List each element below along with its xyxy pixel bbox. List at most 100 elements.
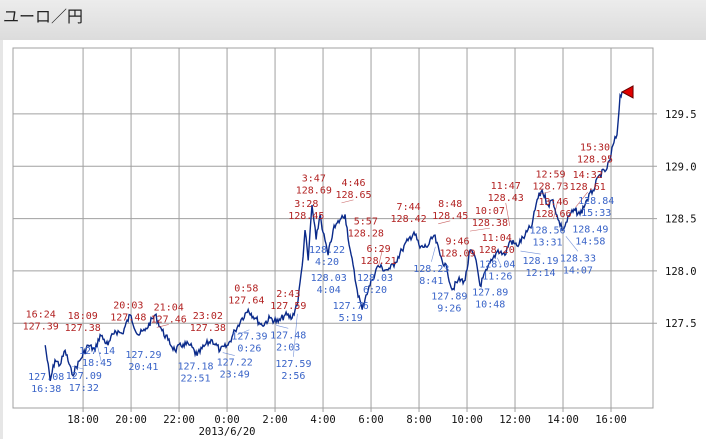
high-price-label: 128.66 [535,209,571,220]
annotation-leader-line [565,236,579,252]
high-time-label: 14:32 [573,170,603,181]
high-time-label: 6:29 [367,244,391,255]
annotation-leader-line [276,325,289,329]
x-tick-label: 0:00 [214,414,239,426]
low-time-label: 4:20 [315,257,339,268]
annotation-leader-line [96,343,102,361]
low-price-label: 127.29 [125,350,161,361]
low-time-label: 5:19 [339,313,363,324]
low-annotation: 127.765:19 [333,301,369,324]
low-time-label: 22:51 [180,374,210,385]
x-tick-label: 16:00 [595,414,627,426]
high-price-label: 127.38 [190,323,226,334]
high-time-label: 10:07 [475,206,505,217]
annotation-leader-line [341,199,354,204]
high-price-label: 128.65 [335,190,371,201]
low-time-label: 0:26 [237,344,261,355]
high-price-label: 128.20 [479,245,515,256]
low-annotation: 127.390:26 [231,332,267,355]
high-price-label: 128.61 [570,182,606,193]
low-price-label: 128.03 [311,273,347,284]
low-annotation: 128.224:20 [309,245,345,268]
last-price-flag-icon [620,85,634,99]
high-time-label: 18:09 [68,311,98,322]
annotation-leader-line [538,191,551,195]
annotation-leader-line [156,324,169,328]
low-time-label: 12:14 [525,268,555,279]
x-tick-label: 12:00 [499,414,531,426]
low-time-label: 23:49 [220,370,250,381]
high-price-label: 127.59 [270,301,306,312]
x-tick-label: 8:00 [406,414,431,426]
high-price-label: 128.09 [439,249,475,260]
high-time-label: 12:59 [535,170,565,181]
annotation-leader-line [222,352,235,356]
high-time-label: 3:47 [302,174,326,185]
high-time-label: 0:58 [234,284,258,295]
low-price-label: 127.89 [431,291,467,302]
low-annotation: 128.238:41 [413,264,449,287]
low-annotation: 128.036:20 [357,273,393,296]
low-price-label: 128.23 [413,264,449,275]
high-price-label: 128.43 [488,193,524,204]
high-price-label: 128.45 [432,211,468,222]
high-price-label: 128.21 [361,256,397,267]
high-price-label: 128.42 [391,214,427,225]
high-time-label: 3:28 [294,199,318,210]
low-price-label: 127.89 [472,287,508,298]
low-price-label: 127.48 [270,330,306,341]
low-time-label: 13:31 [532,237,562,248]
high-time-label: 7:44 [397,202,421,213]
low-price-label: 127.39 [231,332,267,343]
y-tick-label: 129.5 [665,109,697,121]
low-price-label: 128.33 [560,253,596,264]
annotation-leaders [71,191,588,370]
low-price-label: 128.04 [479,260,515,271]
low-price-label: 127.14 [79,346,115,357]
low-price-label: 128.49 [572,225,608,236]
high-price-label: 127.64 [228,296,264,307]
page-title: ユーロ／円 [3,7,84,26]
high-time-label: 8:48 [438,199,462,210]
low-price-label: 127.18 [177,362,213,373]
low-time-label: 2:03 [276,342,300,353]
price-line [44,91,623,381]
high-price-label: 128.95 [577,155,613,166]
annotation-leader-line [378,248,383,266]
low-time-label: 16:38 [31,384,61,395]
high-price-label: 128.45 [288,211,324,222]
date-label: 2013/6/20 [199,426,256,438]
low-time-label: 15:33 [581,208,611,219]
low-time-label: 17:32 [69,383,99,394]
high-price-label: 128.28 [348,229,384,240]
y-tick-label: 127.5 [665,318,697,330]
x-tick-label: 22:00 [163,414,195,426]
high-time-label: 15:30 [580,143,610,154]
annotation-leader-line [497,257,502,267]
high-time-label: 20:03 [113,300,143,311]
low-price-label: 127.09 [66,371,102,382]
annotation-leader-line [520,250,541,255]
high-time-label: 4:46 [341,178,365,189]
low-time-label: 2:56 [281,371,305,382]
